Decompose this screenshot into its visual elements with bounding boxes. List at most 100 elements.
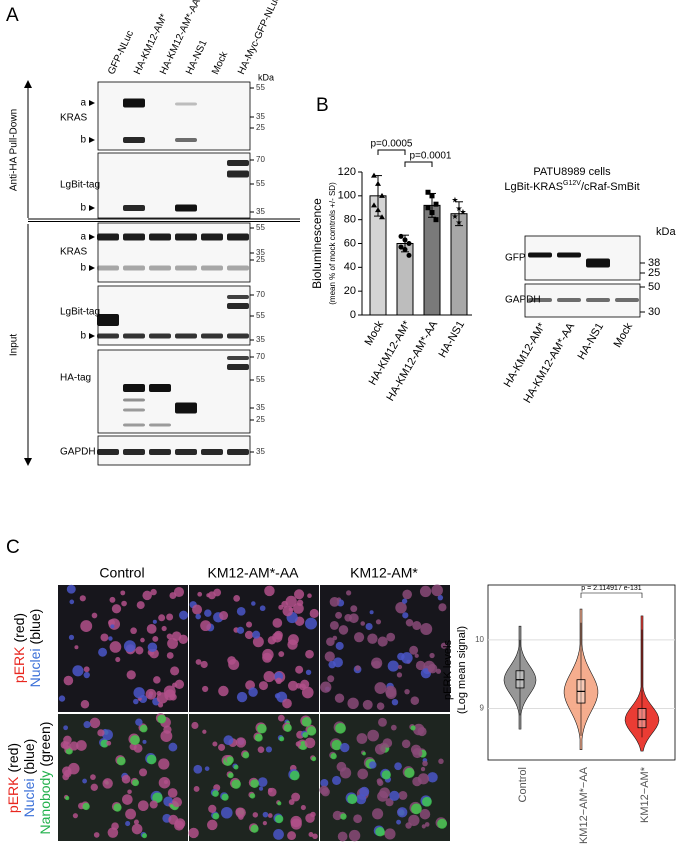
cell-green (139, 724, 148, 733)
lane-label: HA-NS1 (576, 321, 607, 362)
cell (357, 768, 369, 780)
band (227, 303, 249, 309)
cell (412, 723, 425, 736)
kda-label: 38 (648, 257, 660, 269)
marker-arrow (89, 205, 95, 211)
y-sublabel: (mean % of mock comtrols +/- SD) (328, 182, 337, 305)
data-point (398, 233, 404, 239)
cell (389, 790, 400, 801)
cell (204, 766, 210, 771)
cell-green (113, 803, 122, 812)
box (637, 708, 647, 729)
cell-green (274, 814, 284, 824)
kda-label: 70 (256, 155, 265, 164)
cell (228, 658, 240, 670)
cell (235, 807, 246, 818)
band (123, 98, 145, 108)
cell (166, 652, 174, 659)
data-point (425, 189, 431, 195)
band (175, 333, 197, 339)
cell (422, 760, 428, 767)
kda-label: 25 (256, 255, 265, 264)
cell (160, 730, 173, 743)
cell (331, 775, 342, 785)
data-point (429, 210, 435, 216)
y-tick-label: 120 (338, 166, 356, 178)
cell (158, 776, 171, 789)
data-point (429, 193, 435, 199)
cell (356, 733, 368, 744)
cell (339, 767, 352, 779)
y-sublabel: (Log mean signal) (456, 626, 468, 714)
cell (168, 742, 178, 752)
cell (304, 737, 316, 749)
cell (137, 800, 149, 811)
cell (384, 828, 396, 840)
cell-green (233, 764, 239, 770)
cell (353, 632, 365, 643)
blot-label: HA-tag (60, 373, 91, 384)
cell-green (157, 714, 167, 724)
cell (133, 687, 145, 699)
cell-green (212, 790, 219, 797)
kda-label: 35 (256, 112, 265, 121)
cell (123, 640, 136, 653)
cell (127, 789, 132, 795)
band (586, 258, 610, 268)
kda-label: 35 (256, 335, 265, 344)
cell-green (437, 818, 448, 829)
cell (376, 702, 385, 711)
marker-arrow (89, 137, 95, 143)
cell-green (301, 716, 312, 727)
band (123, 137, 145, 143)
cell (193, 764, 203, 774)
cell (252, 630, 261, 639)
y-label: Bioluminescence (310, 198, 324, 289)
band-marker: b (80, 263, 86, 274)
cell (429, 652, 435, 659)
band (201, 449, 223, 455)
marker-arrow (89, 100, 95, 106)
lane-label: HA-Myc-GFP-NLuc (236, 0, 282, 76)
cell-green (146, 754, 157, 765)
cell (305, 649, 314, 659)
cell-green (347, 793, 358, 805)
band (175, 449, 197, 455)
cell (424, 822, 430, 827)
cell (106, 740, 112, 746)
cell (293, 603, 304, 614)
cell (329, 620, 339, 630)
panel-label: A (6, 5, 19, 26)
x-tick-label: KM12−AM*−AA (578, 766, 590, 844)
data-point (433, 201, 439, 207)
cell (63, 675, 74, 686)
data-point: ★ (459, 207, 466, 216)
data-point (406, 241, 412, 246)
band (557, 298, 581, 302)
row-label: pERK (red) (5, 743, 21, 813)
cell (347, 697, 359, 710)
cell (371, 657, 383, 669)
cell-green (227, 772, 234, 779)
cell (218, 743, 226, 751)
cell (328, 660, 336, 669)
cell (401, 598, 408, 604)
cell (265, 746, 273, 753)
cell (409, 645, 419, 655)
y-tick-label: 40 (344, 261, 356, 273)
row-label-part: (red) (5, 743, 21, 773)
cell (419, 585, 432, 598)
cell (246, 621, 253, 628)
data-point (406, 252, 412, 258)
band (227, 265, 249, 271)
comparison-bracket (580, 592, 643, 598)
row-label: Nanobody (green) (37, 722, 53, 835)
cell-green (302, 731, 309, 738)
x-tick-label: HA-KM12-AM*-AA (384, 318, 440, 403)
row-label-part: Nanobody (37, 771, 53, 835)
marker-arrow (89, 234, 95, 240)
cell (146, 623, 157, 634)
cell (307, 593, 312, 599)
cell-green (226, 756, 234, 764)
cell (375, 619, 382, 625)
